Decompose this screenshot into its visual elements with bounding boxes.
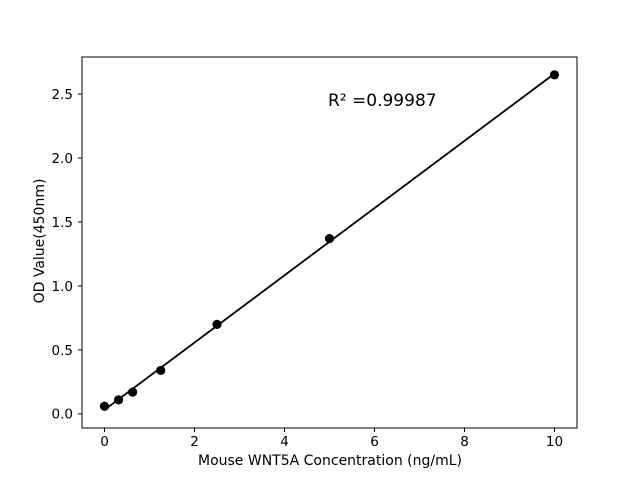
x-axis-label: Mouse WNT5A Concentration (ng/mL) xyxy=(198,453,462,469)
data-point xyxy=(128,387,138,397)
data-point xyxy=(324,234,335,244)
y-tick-label: 2.0 xyxy=(52,151,73,167)
x-tick-label: 8 xyxy=(460,434,469,450)
data-point xyxy=(113,395,124,405)
data-point xyxy=(99,401,110,411)
x-axis-ticks: 0 2 4 6 8 10 xyxy=(100,428,563,450)
data-series xyxy=(99,70,560,411)
y-tick-label: 1.0 xyxy=(52,279,73,295)
y-tick-label: 1.5 xyxy=(52,215,73,231)
x-tick-label: 4 xyxy=(280,434,289,450)
data-point xyxy=(549,70,560,80)
y-tick-label: 0.5 xyxy=(52,343,73,359)
x-tick-label: 10 xyxy=(546,434,563,450)
x-tick-label: 6 xyxy=(370,434,379,450)
data-point xyxy=(156,365,166,376)
y-tick-label: 2.5 xyxy=(52,87,73,103)
y-axis-label: OD Value(450nm) xyxy=(32,179,48,304)
x-tick-label: 2 xyxy=(190,434,199,450)
x-tick-label: 0 xyxy=(100,434,109,450)
data-point xyxy=(212,319,222,329)
y-tick-label: 0.0 xyxy=(52,407,73,423)
r-squared-annotation: R² =0.99987 xyxy=(328,91,437,111)
y-axis-ticks: 0.0 0.5 1.0 1.5 2.0 2.5 xyxy=(52,87,82,423)
